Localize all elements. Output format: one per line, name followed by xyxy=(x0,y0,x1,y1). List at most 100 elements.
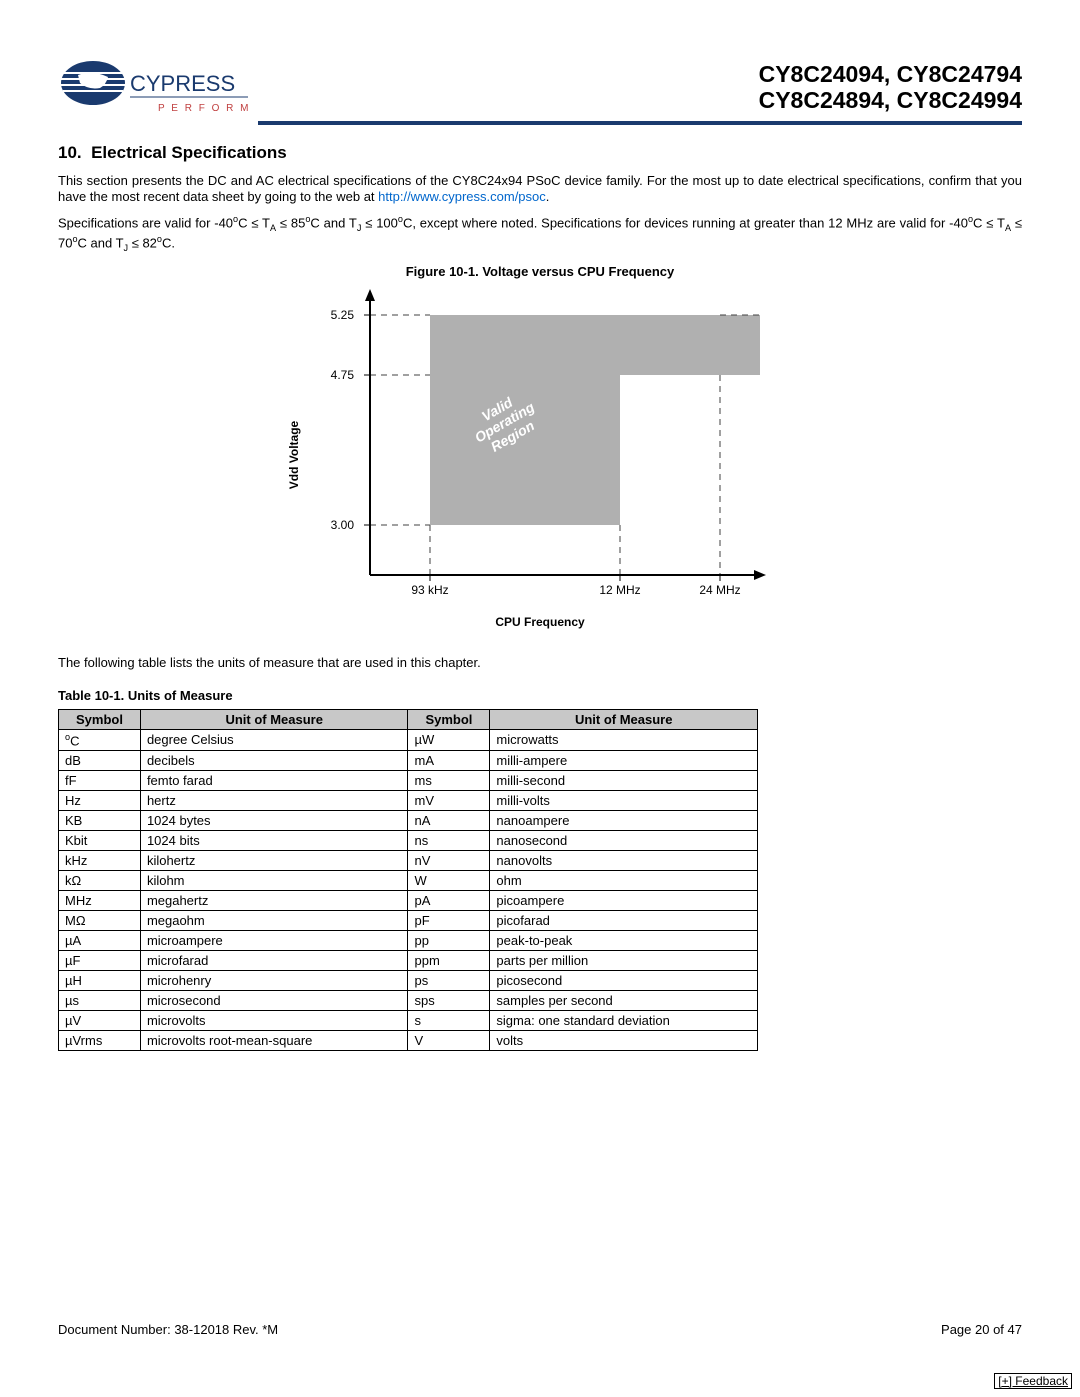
cell-symbol: fF xyxy=(59,771,141,791)
cell-symbol: MΩ xyxy=(59,911,141,931)
table-row: Kbit1024 bitsnsnanosecond xyxy=(59,831,758,851)
table-row: µsmicrosecondspssamples per second xyxy=(59,991,758,1011)
y-tick-label: 3.00 xyxy=(331,518,360,532)
col-symbol-1: Symbol xyxy=(59,710,141,730)
cell-unit: 1024 bits xyxy=(140,831,408,851)
cell-symbol: mA xyxy=(408,751,490,771)
cell-symbol: pA xyxy=(408,891,490,911)
cell-symbol: µA xyxy=(59,931,141,951)
cell-unit: degree Celsius xyxy=(140,730,408,751)
table-row: MHzmegahertzpApicoampere xyxy=(59,891,758,911)
logo-icon: CYPRESS P E R F O R M xyxy=(58,55,253,125)
cell-unit: megahertz xyxy=(140,891,408,911)
cell-unit: microvolts xyxy=(140,1011,408,1031)
parts-line-1: CY8C24094, CY8C24794 xyxy=(759,61,1022,87)
y-tick-label: 5.25 xyxy=(331,308,360,322)
cell-symbol: V xyxy=(408,1031,490,1051)
col-unit-2: Unit of Measure xyxy=(490,710,758,730)
section-title: 10. Electrical Specifications xyxy=(58,143,1022,163)
parts-line-2: CY8C24894, CY8C24994 xyxy=(759,87,1022,113)
cell-unit: 1024 bytes xyxy=(140,811,408,831)
cell-symbol: µs xyxy=(59,991,141,1011)
cell-symbol: pF xyxy=(408,911,490,931)
x-tick-label: 93 kHz xyxy=(411,583,448,597)
page-header: CYPRESS P E R F O R M CY8C24094, CY8C247… xyxy=(58,55,1022,125)
cell-symbol: kHz xyxy=(59,851,141,871)
cell-unit: kilohm xyxy=(140,871,408,891)
page-footer: Document Number: 38-12018 Rev. *M Page 2… xyxy=(58,1322,1022,1337)
cell-unit: picofarad xyxy=(490,911,758,931)
cell-unit: parts per million xyxy=(490,951,758,971)
table-intro: The following table lists the units of m… xyxy=(58,655,1022,670)
cell-unit: microhenry xyxy=(140,971,408,991)
col-unit-1: Unit of Measure xyxy=(140,710,408,730)
cell-symbol: nA xyxy=(408,811,490,831)
cell-symbol: dB xyxy=(59,751,141,771)
cell-unit: samples per second xyxy=(490,991,758,1011)
table-row: µVrmsmicrovolts root-mean-squareVvolts xyxy=(59,1031,758,1051)
doc-number: Document Number: 38-12018 Rev. *M xyxy=(58,1322,278,1337)
cell-symbol: nV xyxy=(408,851,490,871)
cell-symbol: KB xyxy=(59,811,141,831)
table-row: µHmicrohenrypspicosecond xyxy=(59,971,758,991)
cell-unit: milli-volts xyxy=(490,791,758,811)
page-number: Page 20 of 47 xyxy=(941,1322,1022,1337)
table-row: fFfemto faradmsmilli-second xyxy=(59,771,758,791)
table-header-row: Symbol Unit of Measure Symbol Unit of Me… xyxy=(59,710,758,730)
cell-symbol: oC xyxy=(59,730,141,751)
table-row: µAmicroamperepppeak-to-peak xyxy=(59,931,758,951)
cell-symbol: sps xyxy=(408,991,490,1011)
cell-symbol: MHz xyxy=(59,891,141,911)
cell-unit: picoampere xyxy=(490,891,758,911)
units-table: Symbol Unit of Measure Symbol Unit of Me… xyxy=(58,709,758,1051)
table-row: µFmicrofaradppmparts per million xyxy=(59,951,758,971)
cell-symbol: µH xyxy=(59,971,141,991)
table-row: kHzkilohertznVnanovolts xyxy=(59,851,758,871)
x-axis-label: CPU Frequency xyxy=(495,615,584,629)
cell-symbol: ms xyxy=(408,771,490,791)
part-numbers: CY8C24094, CY8C24794 CY8C24894, CY8C2499… xyxy=(759,55,1022,114)
table-title: Table 10-1. Units of Measure xyxy=(58,688,1022,703)
cell-symbol: µF xyxy=(59,951,141,971)
x-tick-label: 12 MHz xyxy=(599,583,640,597)
intro-paragraph-1: This section presents the DC and AC elec… xyxy=(58,173,1022,206)
cell-unit: microsecond xyxy=(140,991,408,1011)
cell-unit: hertz xyxy=(140,791,408,811)
cell-unit: microvolts root-mean-square xyxy=(140,1031,408,1051)
cell-unit: ohm xyxy=(490,871,758,891)
cell-unit: nanovolts xyxy=(490,851,758,871)
y-axis-label: Vdd Voltage xyxy=(287,421,301,489)
cell-symbol: ppm xyxy=(408,951,490,971)
cell-symbol: kΩ xyxy=(59,871,141,891)
cypress-logo: CYPRESS P E R F O R M xyxy=(58,55,253,125)
chart-svg xyxy=(300,285,780,625)
feedback-button[interactable]: [+] Feedback xyxy=(994,1373,1072,1389)
cell-unit: picosecond xyxy=(490,971,758,991)
cypress-link[interactable]: http://www.cypress.com/psoc xyxy=(378,189,546,204)
table-row: µVmicrovoltsssigma: one standard deviati… xyxy=(59,1011,758,1031)
table-row: kΩkilohmWohm xyxy=(59,871,758,891)
table-row: oCdegree CelsiusµWmicrowatts xyxy=(59,730,758,751)
cell-symbol: µVrms xyxy=(59,1031,141,1051)
cell-symbol: pp xyxy=(408,931,490,951)
cell-unit: milli-second xyxy=(490,771,758,791)
header-divider xyxy=(258,121,1022,125)
voltage-frequency-chart: Vdd Voltage CPU Frequency 5.254.753.00 9… xyxy=(58,285,1022,625)
cell-unit: microwatts xyxy=(490,730,758,751)
brand-tagline: P E R F O R M xyxy=(158,103,251,114)
cell-symbol: mV xyxy=(408,791,490,811)
cell-unit: microampere xyxy=(140,931,408,951)
cell-symbol: Hz xyxy=(59,791,141,811)
cell-unit: volts xyxy=(490,1031,758,1051)
cell-symbol: µW xyxy=(408,730,490,751)
cell-unit: decibels xyxy=(140,751,408,771)
intro-paragraph-2: Specifications are valid for -40oC ≤ TA … xyxy=(58,214,1022,255)
y-tick-label: 4.75 xyxy=(331,368,360,382)
cell-symbol: µV xyxy=(59,1011,141,1031)
table-row: KB1024 bytesnAnanoampere xyxy=(59,811,758,831)
x-tick-label: 24 MHz xyxy=(699,583,740,597)
col-symbol-2: Symbol xyxy=(408,710,490,730)
figure-title: Figure 10-1. Voltage versus CPU Frequenc… xyxy=(58,264,1022,279)
cell-symbol: ps xyxy=(408,971,490,991)
table-row: MΩmegaohmpFpicofarad xyxy=(59,911,758,931)
